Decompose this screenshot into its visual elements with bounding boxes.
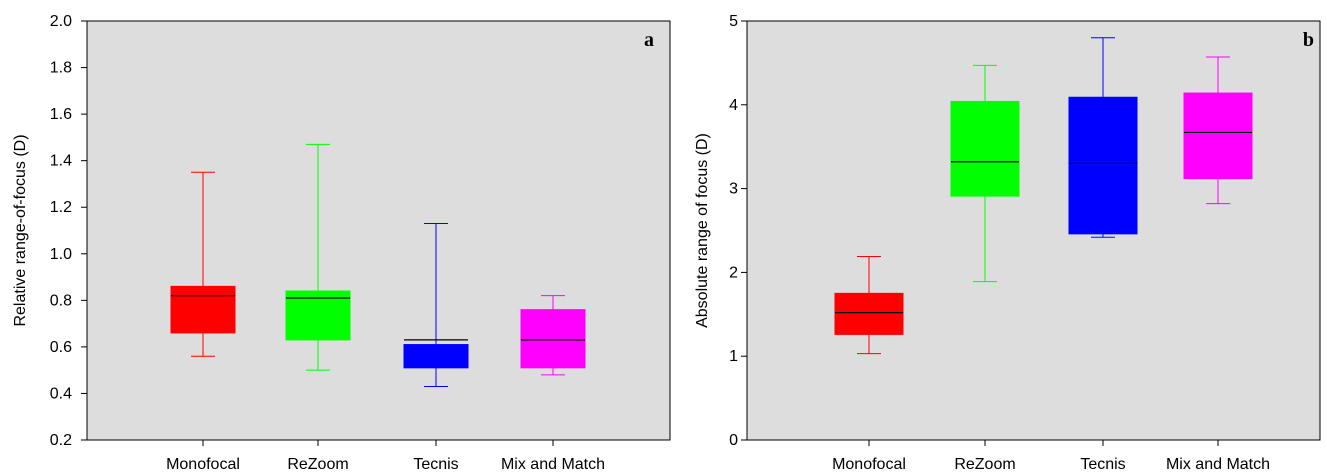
box — [1183, 92, 1253, 180]
box — [403, 344, 469, 369]
box — [950, 100, 1020, 197]
y-tick-label: 1 — [729, 348, 738, 365]
box — [1068, 96, 1138, 235]
x-tick-label: Monofocal — [166, 456, 240, 473]
chart-panel-a: 0.2 0.4 0.6 0.8 1.0 1.2 1.4 1.6 1.8 2.0 Relative r… — [12, 13, 671, 473]
y-tick-label: 1.4 — [50, 153, 72, 170]
box — [520, 309, 586, 369]
y-tick-label: 0.6 — [50, 339, 72, 356]
y-tick-label: 3 — [729, 181, 738, 198]
x-tick-label: Monofocal — [832, 456, 906, 473]
y-axis-label: Relative range-of-focus (D) — [12, 134, 29, 326]
box — [285, 290, 351, 341]
panel-label: b — [1303, 29, 1314, 51]
y-tick-label: 1.2 — [50, 199, 72, 216]
y-tick-label: 0.8 — [50, 292, 72, 309]
y-tick-label: 0.4 — [50, 385, 72, 402]
box — [170, 285, 236, 334]
x-tick-label: Tecnis — [1080, 456, 1125, 473]
y-tick-label: 5 — [729, 13, 738, 30]
y-tick-label: 2.0 — [50, 13, 72, 30]
plot-area — [746, 20, 1321, 441]
panel-label: a — [644, 29, 654, 51]
x-tick-label: Tecnis — [413, 456, 458, 473]
x-tick-label: ReZoom — [287, 456, 348, 473]
plot-area — [86, 20, 671, 441]
y-tick-label: 4 — [729, 97, 738, 114]
chart-panel-b: 0 1 2 3 4 5 Absolute range of focus (D) b Monofo… — [694, 13, 1321, 473]
y-tick-label: 1.8 — [50, 60, 72, 77]
x-tick-label: Mix and Match — [501, 456, 605, 473]
y-axis-label: Absolute range of focus (D) — [694, 133, 711, 328]
box — [834, 292, 904, 335]
y-tick-label: 0.2 — [50, 432, 72, 449]
x-tick-label: Mix and Match — [1166, 456, 1270, 473]
y-tick-label: 0 — [729, 432, 738, 449]
x-tick-label: ReZoom — [954, 456, 1015, 473]
y-tick-label: 1.0 — [50, 246, 72, 263]
y-tick-label: 1.6 — [50, 106, 72, 123]
y-tick-label: 2 — [729, 264, 738, 281]
